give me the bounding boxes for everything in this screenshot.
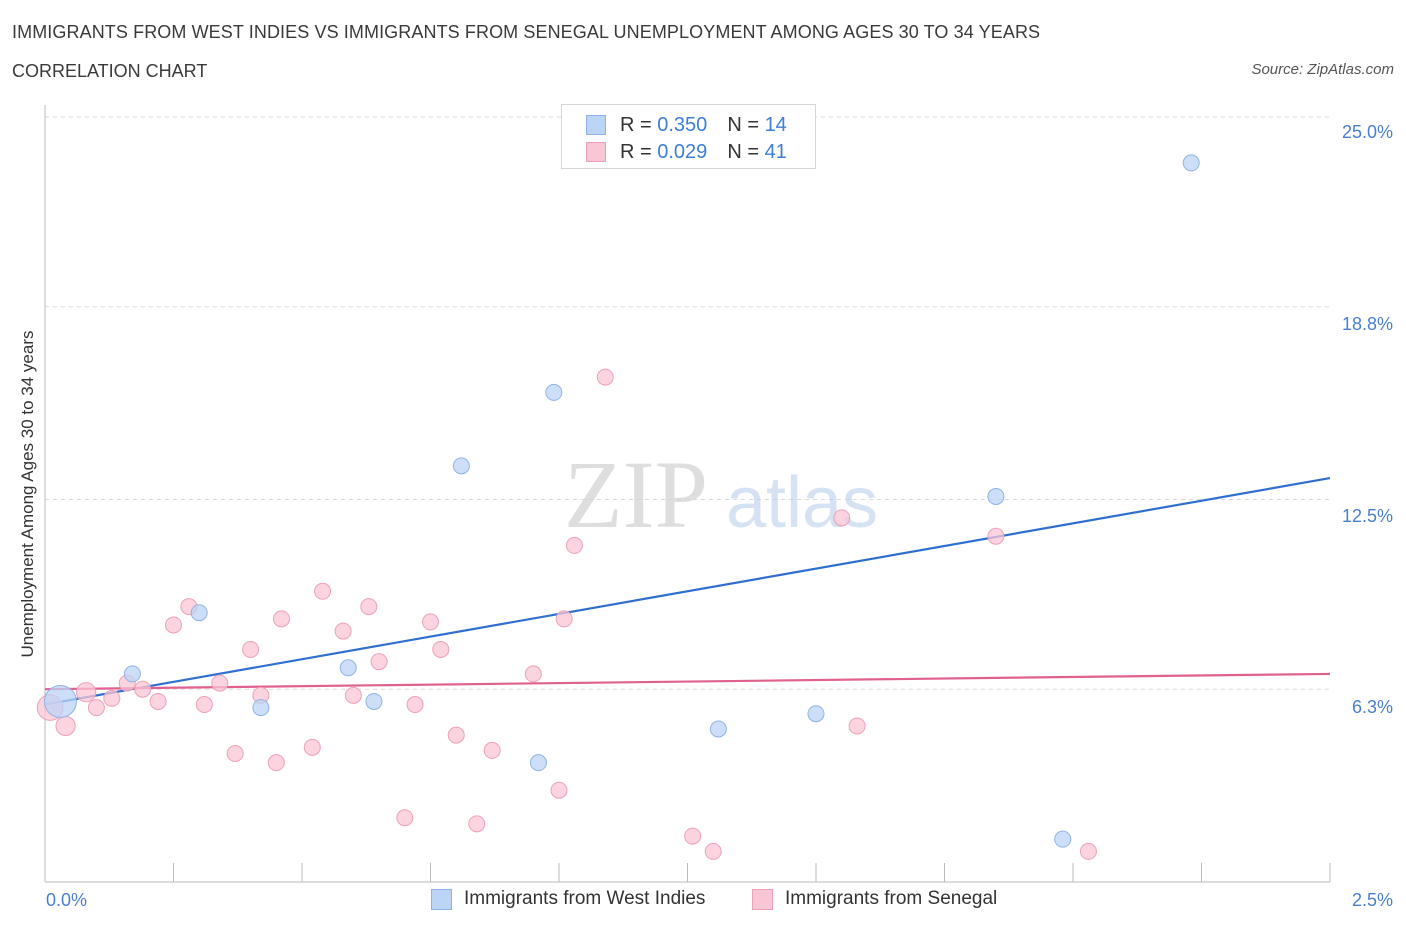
senegal-trend-line — [44, 672, 1331, 691]
senegal-point — [149, 692, 167, 710]
west-indies-point — [529, 754, 547, 772]
west-indies-point — [1182, 154, 1200, 172]
y-tick-label: 18.8% — [1341, 314, 1393, 334]
senegal-point — [396, 809, 414, 827]
west-indies-point — [123, 665, 141, 683]
senegal-point — [226, 744, 244, 762]
watermark-zip: ZIP — [564, 441, 708, 548]
senegal-point — [344, 686, 362, 704]
r-label: R = — [620, 140, 652, 163]
west-indies-point — [252, 699, 270, 717]
senegal-point — [242, 640, 260, 658]
senegal-point — [684, 827, 702, 845]
n-label: N = — [727, 113, 759, 136]
senegal-point — [370, 653, 388, 671]
senegal-point — [555, 610, 573, 628]
n-value: 14 — [764, 113, 787, 136]
x-tick-label: 0.0% — [46, 890, 88, 910]
west-indies-point — [452, 457, 470, 475]
chart-subtitle: CORRELATION CHART — [12, 61, 208, 81]
west-indies-point — [987, 487, 1005, 505]
senegal-point — [103, 689, 121, 707]
watermark: ZIP atlas — [564, 441, 878, 548]
senegal-point — [195, 696, 213, 714]
senegal-swatch — [752, 888, 773, 910]
n-value: 41 — [764, 140, 787, 163]
senegal-point — [848, 717, 866, 735]
watermark-atlas: atlas — [726, 463, 878, 543]
senegal-point — [406, 696, 424, 714]
r-value: 0.350 — [657, 113, 708, 136]
series-legend: Immigrants from West Indies Immigrants f… — [0, 888, 1406, 916]
senegal-point — [55, 715, 76, 737]
senegal-swatch — [586, 142, 606, 162]
chart-title: IMMIGRANTS FROM WEST INDIES VS IMMIGRANT… — [12, 22, 1041, 42]
senegal-point — [704, 842, 722, 860]
grid-lines — [45, 116, 1330, 690]
west-indies-swatch — [431, 888, 452, 910]
west-indies-swatch — [586, 115, 606, 135]
senegal-point — [833, 509, 851, 527]
legend-item-senegal: Immigrants from Senegal — [752, 888, 997, 910]
correlation-legend: R = 0.350 N = 14 R = 0.029 N = 41 — [561, 104, 816, 169]
senegal-point — [76, 682, 97, 703]
senegal-point — [432, 640, 450, 658]
legend-row-west-indies: R = 0.350 N = 14 — [586, 113, 787, 137]
senegal-point — [596, 368, 614, 386]
west-indies-point — [339, 659, 357, 677]
x-tick-label: 2.5% — [1351, 890, 1393, 910]
senegal-point — [524, 665, 542, 683]
senegal-point — [483, 741, 501, 759]
senegal-point — [360, 598, 378, 616]
y-tick-label: 12.5% — [1341, 506, 1393, 526]
senegal-point — [134, 680, 152, 698]
senegal-point — [87, 699, 105, 717]
west-indies-point — [545, 383, 563, 401]
axes — [44, 105, 1331, 883]
senegal-point — [165, 616, 182, 634]
senegal-point — [303, 738, 321, 756]
senegal-point — [267, 754, 285, 772]
west-indies-point — [365, 692, 383, 710]
r-label: R = — [620, 113, 652, 136]
senegal-point — [550, 781, 568, 799]
senegal-point — [211, 674, 229, 692]
west-indies-point — [709, 720, 727, 738]
senegal-point — [565, 536, 583, 554]
legend-label: Immigrants from West Indies — [464, 888, 706, 909]
y-tick-label: 25.0% — [1341, 122, 1393, 142]
west-indies-point — [807, 705, 825, 723]
legend-row-senegal: R = 0.029 N = 41 — [586, 140, 787, 164]
senegal-point — [422, 613, 439, 631]
r-value: 0.029 — [657, 140, 708, 163]
trend-lines — [44, 476, 1331, 706]
y-axis-label: Unemployment Among Ages 30 to 34 years — [18, 330, 37, 658]
legend-item-west-indies: Immigrants from West Indies — [431, 888, 705, 910]
senegal-point — [334, 622, 352, 640]
senegal-point — [987, 527, 1005, 545]
senegal-point — [447, 726, 465, 744]
senegal-point — [1079, 842, 1097, 860]
source-label: Source: ZipAtlas.com — [1251, 61, 1394, 78]
west-indies-point — [190, 604, 208, 622]
west-indies-trend-line — [44, 476, 1331, 706]
senegal-point — [468, 815, 486, 833]
west-indies-point — [1054, 830, 1072, 848]
west-indies-point — [43, 684, 77, 718]
senegal-point — [314, 582, 332, 600]
legend-label: Immigrants from Senegal — [785, 888, 998, 909]
n-label: N = — [727, 140, 759, 163]
west-indies-points — [43, 154, 1200, 848]
senegal-point — [272, 610, 290, 628]
y-tick-label: 6.3% — [1351, 697, 1393, 717]
